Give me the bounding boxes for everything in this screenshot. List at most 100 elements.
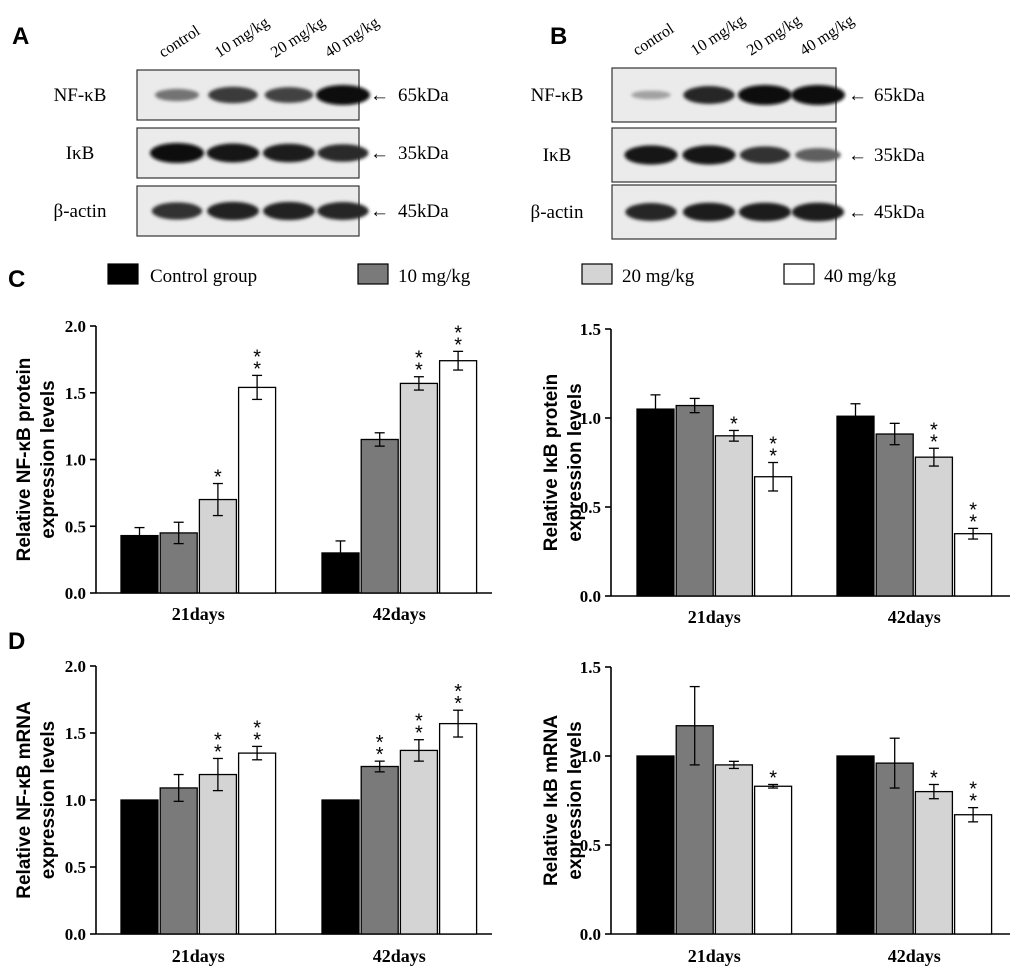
chart-4-y-tick-label: 0.5 xyxy=(580,836,601,855)
chart-3-x-category-21days: 21days xyxy=(172,946,225,966)
blot-b-size-i-b: 35kDa xyxy=(874,145,925,166)
chart-1-bar-42days-20-mg-kg xyxy=(399,382,439,594)
chart-1-significance-21days-40-mg-kg: * xyxy=(253,358,261,380)
blot-a-size-i-b: 35kDa xyxy=(398,143,449,164)
chart-3-significance-42days-10-mg-kg: * xyxy=(376,732,384,754)
chart-1-y-tick-label: 0.0 xyxy=(65,584,86,603)
legend-swatch-control xyxy=(107,263,139,285)
blot-b-band-i-b-lane-1 xyxy=(624,145,678,165)
blot-a-band-i-b-lane-1 xyxy=(150,143,204,163)
chart-1-bar-21days-control-group xyxy=(120,534,159,594)
blot-a-band-actin-lane-4 xyxy=(317,202,369,220)
chart-2-bar-42days-10-mg-kg xyxy=(875,433,914,597)
panel-label-b: B xyxy=(550,23,567,50)
legend-label-10: 10 mg/kg xyxy=(398,266,471,287)
chart-2-significance-42days-20-mg-kg: * xyxy=(930,431,938,453)
chart-2-y-axis-title-line-2: expression levels xyxy=(565,383,586,541)
chart-2-significance-42days-40-mg-kg: * xyxy=(969,511,977,533)
chart-3-significance-42days-20-mg-kg: * xyxy=(415,711,423,733)
blot-b-band-actin-lane-4 xyxy=(791,202,845,222)
blot-a-band-nf-b-lane-3 xyxy=(264,87,314,103)
chart-1-y-tick-label: 2.0 xyxy=(65,317,86,336)
legend-label-control: Control group xyxy=(150,266,257,287)
blot-b-band-i-b-lane-3 xyxy=(739,146,791,164)
chart-1-x-category-21days: 21days xyxy=(172,604,225,624)
chart-4-y-tick-label: 0.0 xyxy=(580,925,601,944)
chart-3-bar-42days-40-mg-kg xyxy=(438,722,478,935)
chart-3-significance-42days-40-mg-kg: * xyxy=(454,681,462,703)
chart-4-bar-21days-control-group xyxy=(636,755,675,935)
chart-ikb-protein: Relative IκB protein expression levels 0.0… xyxy=(541,320,1010,627)
chart-2-significance-42days-20-mg-kg: * xyxy=(930,419,938,441)
blot-a-arrow-i-b: ← xyxy=(370,143,389,164)
blot-a-size-nf-b: 65kDa xyxy=(398,85,449,106)
blot-b-band-actin-lane-2 xyxy=(682,202,736,222)
chart-nfkb-protein: Relative NF-κB protein expression levels 0… xyxy=(14,317,492,624)
chart-2-significance-42days-40-mg-kg: * xyxy=(969,499,977,521)
chart-1-y-axis-title-line-1: Relative NF-κB protein xyxy=(14,358,35,562)
chart-3-y-tick-label: 0.5 xyxy=(65,858,86,877)
blot-a-arrow-nf-b: ← xyxy=(370,85,389,106)
chart-1-y-tick-label: 1.0 xyxy=(65,451,86,470)
blot-a-protein-label-actin: β-actin xyxy=(54,201,107,222)
chart-4-bar-21days-20-mg-kg xyxy=(714,764,754,935)
blot-b-lane-label-control: control xyxy=(630,20,678,59)
blot-b-size-nf-b: 65kDa xyxy=(874,85,925,106)
legend-label-40: 40 mg/kg xyxy=(824,266,897,287)
chart-2-significance-21days-20-mg-kg: * xyxy=(730,413,738,435)
blot-a-size-actin: 45kDa xyxy=(398,201,449,222)
chart-2-y-axis-title-line-1: Relative IκB protein xyxy=(541,374,562,551)
chart-1-significance-21days-40-mg-kg: * xyxy=(253,346,261,368)
blot-b-lane-label-20-mg-kg: 20 mg/kg xyxy=(744,12,804,59)
chart-4-x-category-42days: 42days xyxy=(888,946,941,966)
chart-1-bar-42days-40-mg-kg xyxy=(438,360,478,594)
chart-2-x-category-42days: 42days xyxy=(888,607,941,627)
blot-a-band-i-b-lane-3 xyxy=(262,143,316,163)
blot-a-lane-label-control: control xyxy=(156,22,204,61)
blot-a-band-nf-b-lane-4 xyxy=(316,85,370,105)
chart-2-x-category-21days: 21days xyxy=(688,607,741,627)
blot-a-band-nf-b-lane-2 xyxy=(208,86,258,104)
chart-2-bar-21days-control-group xyxy=(636,408,675,597)
chart-3-bar-21days-control-group xyxy=(120,799,159,935)
chart-2-bar-42days-20-mg-kg xyxy=(914,456,954,597)
panel-label-d: D xyxy=(8,628,25,655)
blot-a-protein-label-i-b: IκB xyxy=(66,143,95,164)
chart-2-bar-21days-40-mg-kg xyxy=(753,476,793,597)
blot-b-arrow-nf-b: ← xyxy=(848,85,867,106)
chart-4-bar-42days-20-mg-kg xyxy=(914,790,954,935)
chart-3-bar-21days-10-mg-kg xyxy=(159,787,198,935)
blot-a-lane-label-20-mg-kg: 20 mg/kg xyxy=(268,14,328,61)
chart-2-y-tick-label: 1.5 xyxy=(580,320,601,339)
blot-b-arrow-i-b: ← xyxy=(848,145,867,166)
chart-1-bar-42days-10-mg-kg xyxy=(360,438,399,594)
chart-1-x-category-42days: 42days xyxy=(373,604,426,624)
chart-3-bar-42days-20-mg-kg xyxy=(399,749,439,935)
chart-4-y-tick-label: 1.0 xyxy=(580,747,601,766)
chart-4-significance-42days-20-mg-kg: * xyxy=(930,767,938,789)
chart-2-bar-21days-10-mg-kg xyxy=(675,404,714,597)
blot-b-protein-label-nf-b: NF-κB xyxy=(531,85,584,106)
chart-3-y-tick-label: 2.0 xyxy=(65,657,86,676)
chart-2-bar-21days-20-mg-kg xyxy=(714,435,754,597)
chart-2-significance-21days-40-mg-kg: * xyxy=(769,446,777,468)
chart-3-bar-42days-control-group xyxy=(321,799,360,935)
chart-4-significance-21days-40-mg-kg: * xyxy=(769,767,777,789)
chart-1-significance-42days-20-mg-kg: * xyxy=(415,360,423,382)
chart-4-bar-42days-control-group xyxy=(836,755,875,935)
chart-3-significance-42days-40-mg-kg: * xyxy=(454,693,462,715)
chart-1-y-axis-title-line-2: expression levels xyxy=(38,380,59,538)
panel-label-c: C xyxy=(8,266,25,293)
chart-3-significance-21days-20-mg-kg: * xyxy=(214,729,222,751)
panel-label-a: A xyxy=(12,23,29,50)
blot-b-band-nf-b-lane-2 xyxy=(683,86,735,104)
legend-swatch-40 xyxy=(783,263,815,285)
chart-3-significance-21days-40-mg-kg: * xyxy=(253,729,261,751)
chart-3-significance-21days-40-mg-kg: * xyxy=(253,717,261,739)
legend-label-20: 20 mg/kg xyxy=(622,266,695,287)
blot-b-band-nf-b-lane-1 xyxy=(631,90,671,100)
blot-b-band-actin-lane-3 xyxy=(738,202,792,222)
